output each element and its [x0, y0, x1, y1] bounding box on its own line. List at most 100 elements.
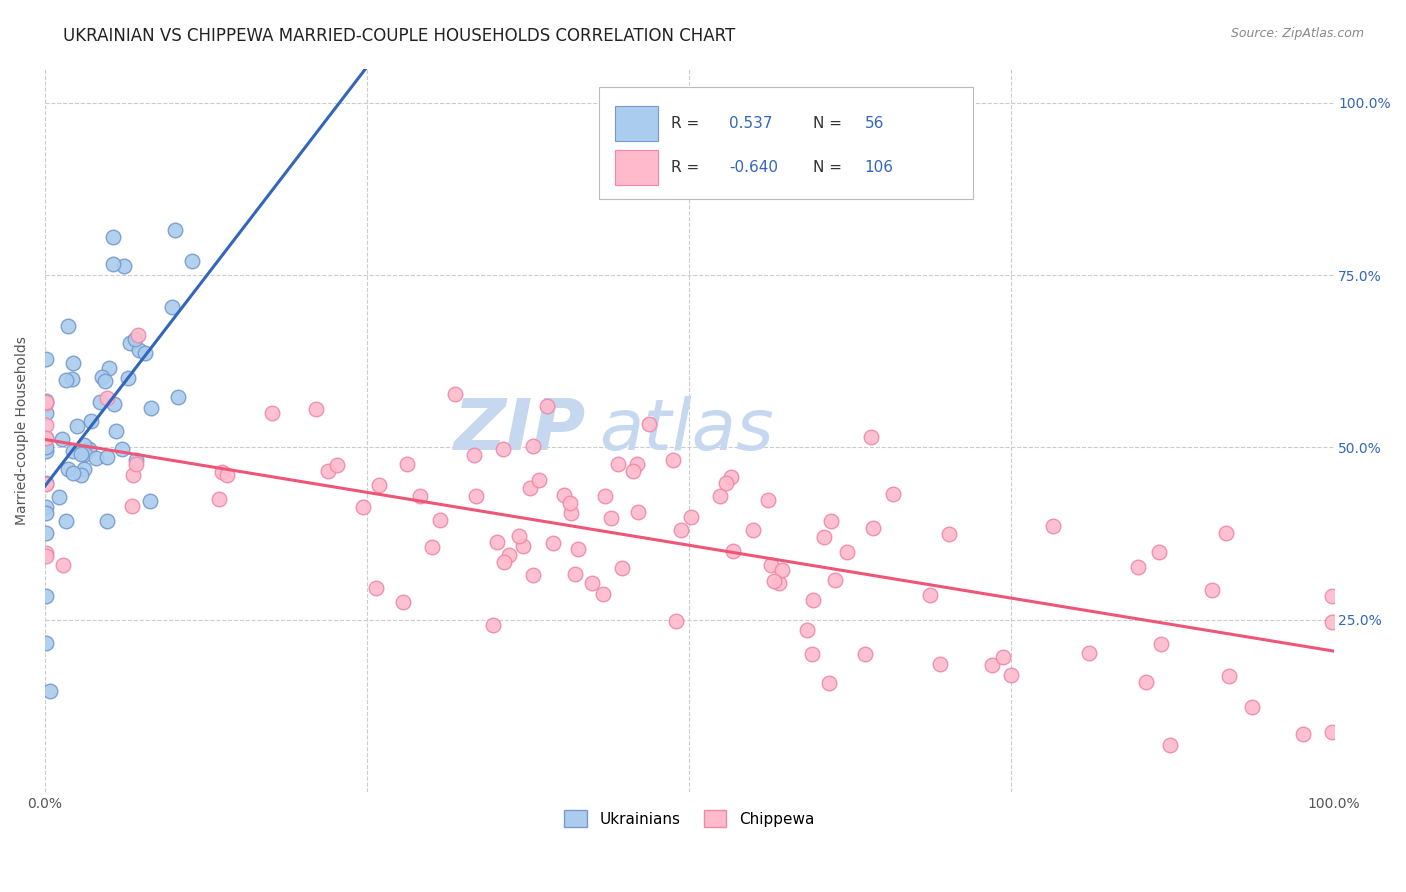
- Text: atlas: atlas: [599, 396, 773, 465]
- Point: [125, 452, 148, 467]
- Point: [48, 491, 70, 505]
- Point: [262, 406, 284, 420]
- Point: [681, 509, 703, 524]
- Point: [623, 464, 645, 478]
- Point: [593, 489, 616, 503]
- Point: [208, 492, 231, 507]
- Point: [392, 594, 415, 608]
- Point: [1150, 637, 1173, 651]
- Point: [217, 468, 239, 483]
- Point: [139, 401, 162, 415]
- Point: [444, 386, 467, 401]
- Point: [768, 575, 790, 590]
- Point: [124, 332, 146, 346]
- Point: [35, 590, 58, 604]
- Point: [463, 449, 485, 463]
- Point: [522, 567, 544, 582]
- Point: [96, 514, 118, 528]
- Point: [96, 450, 118, 465]
- Point: [117, 371, 139, 385]
- Point: [35, 394, 58, 409]
- Point: [160, 300, 183, 314]
- Point: [742, 524, 765, 538]
- Point: [492, 442, 515, 456]
- Point: [70, 447, 93, 461]
- Point: [664, 615, 686, 629]
- Point: [929, 657, 952, 671]
- Point: [96, 392, 118, 406]
- Legend: Ukrainians, Chippewa: Ukrainians, Chippewa: [557, 802, 821, 835]
- Point: [498, 549, 520, 563]
- Text: 56: 56: [865, 116, 884, 131]
- Point: [70, 467, 93, 482]
- Point: [803, 593, 825, 607]
- Point: [352, 500, 374, 514]
- Text: UKRAINIAN VS CHIPPEWA MARRIED-COUPLE HOUSEHOLDS CORRELATION CHART: UKRAINIAN VS CHIPPEWA MARRIED-COUPLE HOU…: [63, 27, 735, 45]
- Point: [796, 623, 818, 637]
- Point: [1201, 583, 1223, 598]
- Point: [98, 360, 121, 375]
- Point: [820, 514, 842, 528]
- Point: [73, 438, 96, 452]
- Point: [558, 496, 581, 510]
- Point: [835, 545, 858, 559]
- Point: [114, 259, 136, 273]
- Point: [1126, 560, 1149, 574]
- Point: [855, 647, 877, 661]
- Point: [817, 675, 839, 690]
- Point: [1042, 518, 1064, 533]
- Point: [1241, 699, 1264, 714]
- Point: [564, 566, 586, 581]
- Point: [464, 489, 486, 503]
- Point: [1135, 675, 1157, 690]
- Point: [58, 462, 80, 476]
- Point: [862, 521, 884, 535]
- Point: [494, 555, 516, 569]
- Point: [980, 658, 1002, 673]
- Point: [55, 373, 77, 387]
- Point: [1000, 667, 1022, 681]
- Point: [529, 473, 551, 487]
- Point: [89, 394, 111, 409]
- Point: [801, 647, 824, 661]
- Point: [762, 574, 785, 588]
- Point: [770, 563, 793, 577]
- Point: [610, 561, 633, 575]
- Point: [122, 468, 145, 483]
- Point: [62, 356, 84, 370]
- Point: [35, 443, 58, 458]
- Text: ZIP: ZIP: [454, 396, 586, 465]
- Point: [420, 540, 443, 554]
- Point: [35, 393, 58, 408]
- Point: [134, 345, 156, 359]
- Point: [35, 395, 58, 409]
- Point: [482, 618, 505, 632]
- Point: [813, 530, 835, 544]
- Point: [720, 469, 742, 483]
- Point: [35, 549, 58, 564]
- Point: [600, 511, 623, 525]
- Point: [56, 318, 79, 333]
- Point: [62, 444, 84, 458]
- Point: [1218, 668, 1240, 682]
- Point: [429, 513, 451, 527]
- Point: [62, 467, 84, 481]
- Point: [127, 327, 149, 342]
- Point: [66, 418, 89, 433]
- Point: [567, 542, 589, 557]
- Point: [35, 431, 58, 445]
- Point: [52, 558, 75, 573]
- Point: [1077, 646, 1099, 660]
- Point: [627, 505, 650, 519]
- Point: [60, 372, 83, 386]
- Point: [581, 576, 603, 591]
- Point: [638, 417, 661, 431]
- Text: N =: N =: [813, 160, 842, 175]
- Point: [759, 558, 782, 572]
- Point: [73, 447, 96, 461]
- Point: [1322, 615, 1344, 629]
- Point: [882, 487, 904, 501]
- Point: [536, 399, 558, 413]
- Point: [714, 475, 737, 490]
- Point: [35, 431, 58, 445]
